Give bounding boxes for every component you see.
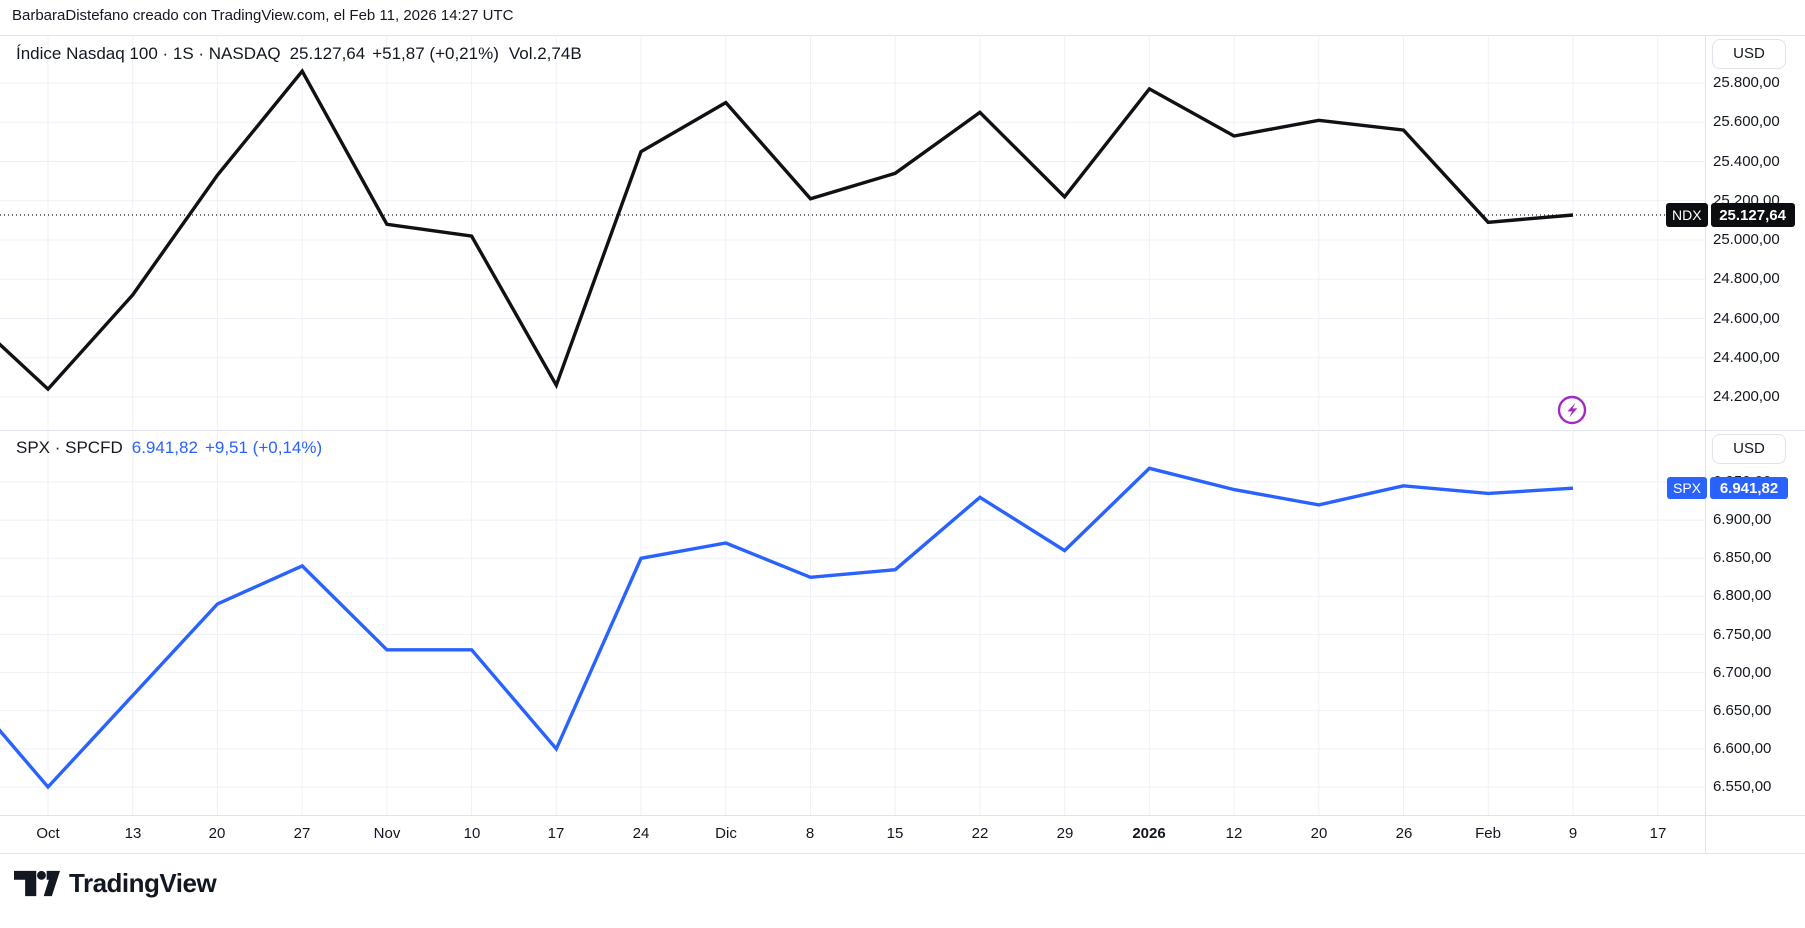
price-tick-label: 6.650,00 [1713, 702, 1772, 719]
time-tick-label: 17 [547, 825, 565, 842]
price-tick-label: 6.700,00 [1713, 664, 1772, 681]
pane-separator [0, 430, 1805, 431]
spx-series-line [0, 466, 1574, 790]
ndx-price-tag: NDX 25.127,64 [1666, 203, 1795, 227]
legend-ndx: Índice Nasdaq 100 · 1S · NASDAQ 25.127,64… [16, 44, 582, 64]
spx-price-tag: SPX 6.941,82 [1667, 477, 1789, 499]
time-tick-label: 12 [1225, 825, 1243, 842]
time-tick-label: 15 [886, 825, 904, 842]
legend-spx-change: +9,51 (+0,14%) [204, 438, 323, 457]
legend-ndx-symbol: Índice Nasdaq 100 · 1S · NASDAQ [16, 44, 281, 63]
price-tick-label: 6.750,00 [1713, 626, 1772, 643]
price-tick-label: 6.900,00 [1713, 511, 1772, 528]
price-tick-label: 24.800,00 [1713, 270, 1780, 287]
price-tick-label: 25.600,00 [1713, 113, 1780, 130]
grid-lines [0, 35, 1705, 815]
legend-ndx-change: +51,87 (+0,21%) [372, 44, 499, 63]
price-tick-label: 6.850,00 [1713, 549, 1772, 566]
spx-tag-symbol: SPX [1667, 477, 1708, 499]
time-axis-border [0, 815, 1805, 816]
time-tick-label: 20 [208, 825, 226, 842]
currency-button-bottom[interactable]: USD [1712, 434, 1786, 464]
time-tick-label: 29 [1056, 825, 1074, 842]
legend-ndx-volume: Vol.2,74B [508, 44, 582, 63]
price-tick-label: 25.800,00 [1713, 74, 1780, 91]
legend-spx-price: 6.941,82 [131, 438, 198, 457]
price-tick-label: 25.400,00 [1713, 153, 1780, 170]
ndx-tag-value: 25.127,64 [1710, 203, 1795, 227]
price-tick-label: 6.550,00 [1713, 778, 1772, 795]
price-tick-label: 25.000,00 [1713, 231, 1780, 248]
price-scale-border [1705, 35, 1706, 853]
flash-icon[interactable] [1556, 394, 1588, 426]
price-tick-label: 6.600,00 [1713, 740, 1772, 757]
time-tick-label: 27 [293, 825, 311, 842]
time-tick-label: 20 [1310, 825, 1328, 842]
price-tick-label: 24.600,00 [1713, 310, 1780, 327]
time-tick-label: 17 [1649, 825, 1667, 842]
widget-top-border [0, 35, 1805, 36]
time-tick-label: Nov [373, 825, 401, 842]
legend-spx-symbol: SPX · SPCFD [16, 438, 123, 457]
time-tick-label: 9 [1568, 825, 1578, 842]
time-tick-label: Feb [1475, 825, 1501, 842]
time-tick-label: 2026 [1132, 825, 1166, 842]
time-tick-label: Dic [715, 825, 737, 842]
time-tick-label: 24 [632, 825, 650, 842]
price-tick-label: 24.400,00 [1713, 349, 1780, 366]
time-tick-label: 8 [805, 825, 815, 842]
tradingview-logo[interactable]: TradingView [14, 868, 217, 899]
spx-tag-value: 6.941,82 [1710, 477, 1789, 499]
legend-ndx-price: 25.127,64 [289, 44, 366, 63]
ndx-series-line [0, 68, 1574, 392]
ndx-tag-symbol: NDX [1666, 203, 1708, 227]
price-tick-label: 6.800,00 [1713, 587, 1772, 604]
widget-bottom-border [0, 853, 1805, 854]
currency-button-top[interactable]: USD [1712, 39, 1786, 69]
legend-spx: SPX · SPCFD 6.941,82 +9,51 (+0,14%) [16, 438, 322, 458]
time-scale[interactable]: Oct 13 20 27 Nov 10 17 24 Dic 8 15 22 29 2026 12 20 26 Fe… [0, 824, 1805, 848]
price-tick-label: 24.200,00 [1713, 388, 1780, 405]
attribution-text: BarbaraDistefano creado con TradingView.… [12, 7, 514, 24]
time-tick-label: 26 [1395, 825, 1413, 842]
time-tick-label: 10 [463, 825, 481, 842]
time-tick-label: Oct [36, 825, 60, 842]
tradingview-logo-text: TradingView [69, 868, 217, 898]
time-tick-label: 13 [124, 825, 142, 842]
tradingview-logo-mark [14, 870, 60, 897]
time-tick-label: 22 [971, 825, 989, 842]
